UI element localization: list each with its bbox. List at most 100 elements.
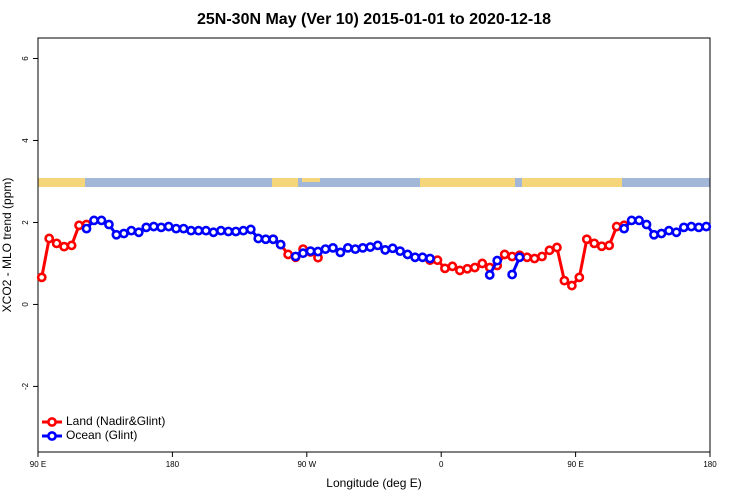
data-point [238, 225, 249, 236]
data-point [156, 222, 167, 233]
x-axis-label: Longitude (deg E) [326, 476, 421, 490]
x-tick-label: 90 E [567, 460, 583, 469]
data-point [432, 255, 443, 266]
data-point [313, 246, 323, 257]
data-point [566, 280, 577, 291]
data-point [641, 219, 652, 230]
data-point [664, 225, 674, 236]
data-point [260, 234, 271, 245]
data-point [514, 252, 525, 263]
data-point [522, 252, 532, 263]
data-point [477, 258, 488, 269]
data-point [552, 242, 562, 253]
y-tick-label: 6 [21, 56, 30, 61]
x-tick-label: 180 [703, 460, 717, 469]
data-point [223, 226, 234, 237]
data-point [395, 246, 406, 257]
data-point [268, 234, 279, 245]
x-tick-label: 90 W [297, 460, 316, 469]
data-point [342, 242, 353, 253]
map-strip [38, 178, 710, 187]
data-point [589, 238, 600, 249]
data-point [96, 215, 107, 226]
chart-title: 25N-30N May (Ver 10) 2015-01-01 to 2020-… [197, 11, 551, 28]
data-point [581, 234, 592, 245]
data-point [298, 248, 308, 259]
data-point [544, 245, 555, 256]
y-tick-label: -2 [21, 382, 30, 390]
legend-label: Land (Nadir&Glint) [66, 414, 165, 428]
data-point [81, 223, 92, 234]
data-point [701, 221, 712, 232]
plot-frame [37, 37, 711, 453]
legend-marker [47, 417, 57, 427]
y-tick-label: 2 [21, 220, 30, 225]
data-point [619, 223, 630, 234]
y-tick-label: 0 [21, 302, 30, 307]
legend-label: Ocean (Glint) [66, 428, 137, 442]
data-point [171, 223, 182, 234]
series [81, 215, 712, 280]
data-point [365, 242, 376, 252]
data-point [74, 220, 84, 231]
data-point [537, 251, 547, 262]
data-point [462, 263, 473, 274]
data-point [126, 225, 137, 236]
data-point [425, 253, 435, 264]
data-point [320, 244, 331, 254]
data-point [492, 255, 503, 266]
data-point [686, 221, 697, 232]
data-point [499, 249, 510, 260]
data-point [186, 225, 196, 236]
data-point [350, 244, 361, 254]
data-point [141, 222, 152, 233]
data-point [208, 227, 219, 238]
data-point [275, 239, 286, 250]
data-point [133, 227, 144, 238]
data-point [36, 272, 47, 283]
data-point [634, 215, 644, 226]
data-point [387, 243, 398, 254]
data-point [410, 252, 420, 263]
data-point [163, 221, 174, 232]
data-point [253, 233, 264, 244]
data-point [678, 222, 689, 233]
data-point [626, 215, 637, 226]
data-point [118, 228, 129, 239]
data-point [201, 225, 211, 236]
data-point [245, 224, 256, 235]
data-point [440, 263, 450, 274]
data-point [335, 247, 346, 258]
data-point [111, 229, 122, 240]
data-point [193, 225, 204, 236]
data-point [454, 265, 465, 276]
data-point [290, 251, 301, 262]
x-tick-label: 90 E [30, 460, 46, 469]
data-point [59, 241, 70, 252]
data-point [596, 241, 607, 252]
data-point [89, 215, 99, 226]
data-point [230, 226, 241, 237]
data-point [66, 240, 77, 251]
x-tick-label: 180 [166, 460, 180, 469]
data-point [507, 251, 518, 262]
data-point [104, 219, 114, 230]
data-point [328, 242, 338, 253]
data-point [417, 252, 428, 263]
data-point [656, 228, 667, 239]
data-point [484, 270, 495, 280]
data-point [372, 240, 383, 251]
y-tick-label: 4 [21, 138, 30, 143]
data-point [216, 225, 226, 236]
y-axis-label: XCO2 - MLO trend (ppm) [0, 178, 14, 313]
data-point [649, 229, 659, 240]
data-point [305, 246, 316, 257]
data-point [357, 242, 368, 253]
data-point [574, 272, 585, 283]
data-point [51, 238, 62, 249]
x-tick-label: 0 [439, 460, 444, 469]
data-point [693, 222, 704, 233]
data-point [559, 275, 570, 286]
data-point [671, 227, 682, 238]
